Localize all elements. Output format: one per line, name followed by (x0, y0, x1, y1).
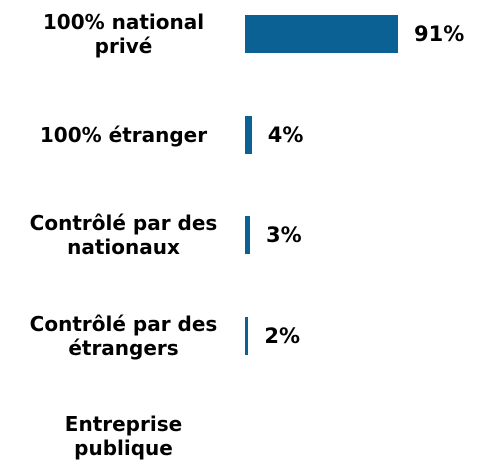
value-label: 2% (264, 323, 301, 348)
bar (245, 115, 252, 154)
value-label: 3% (266, 223, 302, 247)
bar (245, 216, 251, 254)
category-label: Entreprise publique (64, 412, 183, 460)
category-label: 100% étranger (39, 122, 208, 147)
bar (245, 316, 249, 355)
bar (245, 15, 398, 53)
value-label: 4% (267, 122, 304, 147)
value-label: 91% (414, 22, 465, 46)
category-label: Contrôlé par des étrangers (29, 311, 218, 360)
category-label: 100% national privé (42, 10, 205, 58)
category-label: Contrôlé par des nationaux (29, 211, 218, 259)
